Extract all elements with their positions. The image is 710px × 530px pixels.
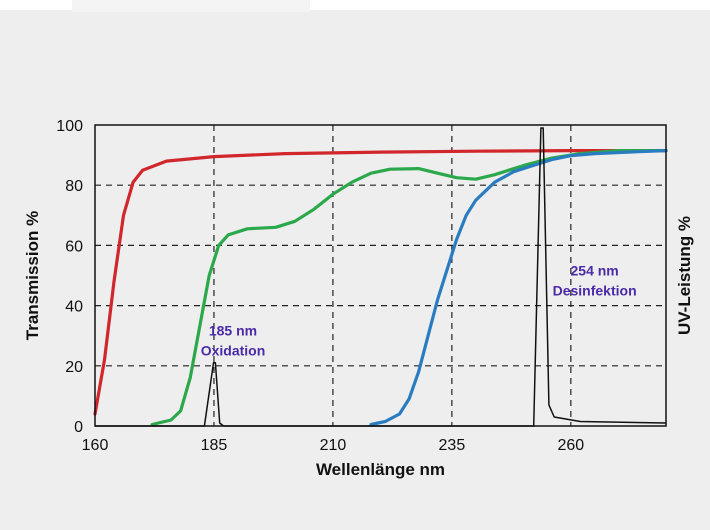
x-tick-label: 160 xyxy=(82,437,109,454)
y-axis-title-right: UV-Leistung % xyxy=(675,216,694,335)
y-tick-label: 60 xyxy=(65,238,83,255)
series-line-1 xyxy=(150,149,668,427)
y-tick-label: 20 xyxy=(65,359,83,376)
annotation-label: Desinfektion xyxy=(553,283,637,299)
series-line-2 xyxy=(369,149,668,427)
y-tick-label: 40 xyxy=(65,299,83,316)
y-tick-label: 100 xyxy=(56,118,83,135)
annotation-label: Oxidation xyxy=(201,343,266,359)
x-tick-label: 210 xyxy=(320,437,347,454)
grid-lines xyxy=(95,125,666,426)
x-tick-labels: 160 185 210 235 260 xyxy=(82,437,585,454)
x-axis-title: Wellenlänge nm xyxy=(316,460,445,479)
y-tick-label: 80 xyxy=(65,178,83,195)
x-tick-label: 185 xyxy=(201,437,228,454)
annotation-wavelength: 254 nm xyxy=(571,263,619,279)
chart-panel xyxy=(0,10,710,530)
y-tick-label: 0 xyxy=(74,419,83,436)
plot-frame xyxy=(94,124,667,427)
annotations: 185 nm Oxidation 254 nm Desinfektion xyxy=(201,263,637,359)
series-group xyxy=(93,127,668,427)
x-tick-label: 260 xyxy=(557,437,584,454)
y-tick-labels: 0 20 40 60 80 100 xyxy=(56,118,83,436)
header-tab xyxy=(72,0,310,12)
annotation-wavelength: 185 nm xyxy=(209,323,257,339)
series-line-0 xyxy=(93,149,668,416)
y-axis-title-left: Transmission % xyxy=(23,211,42,340)
x-tick-label: 235 xyxy=(439,437,466,454)
